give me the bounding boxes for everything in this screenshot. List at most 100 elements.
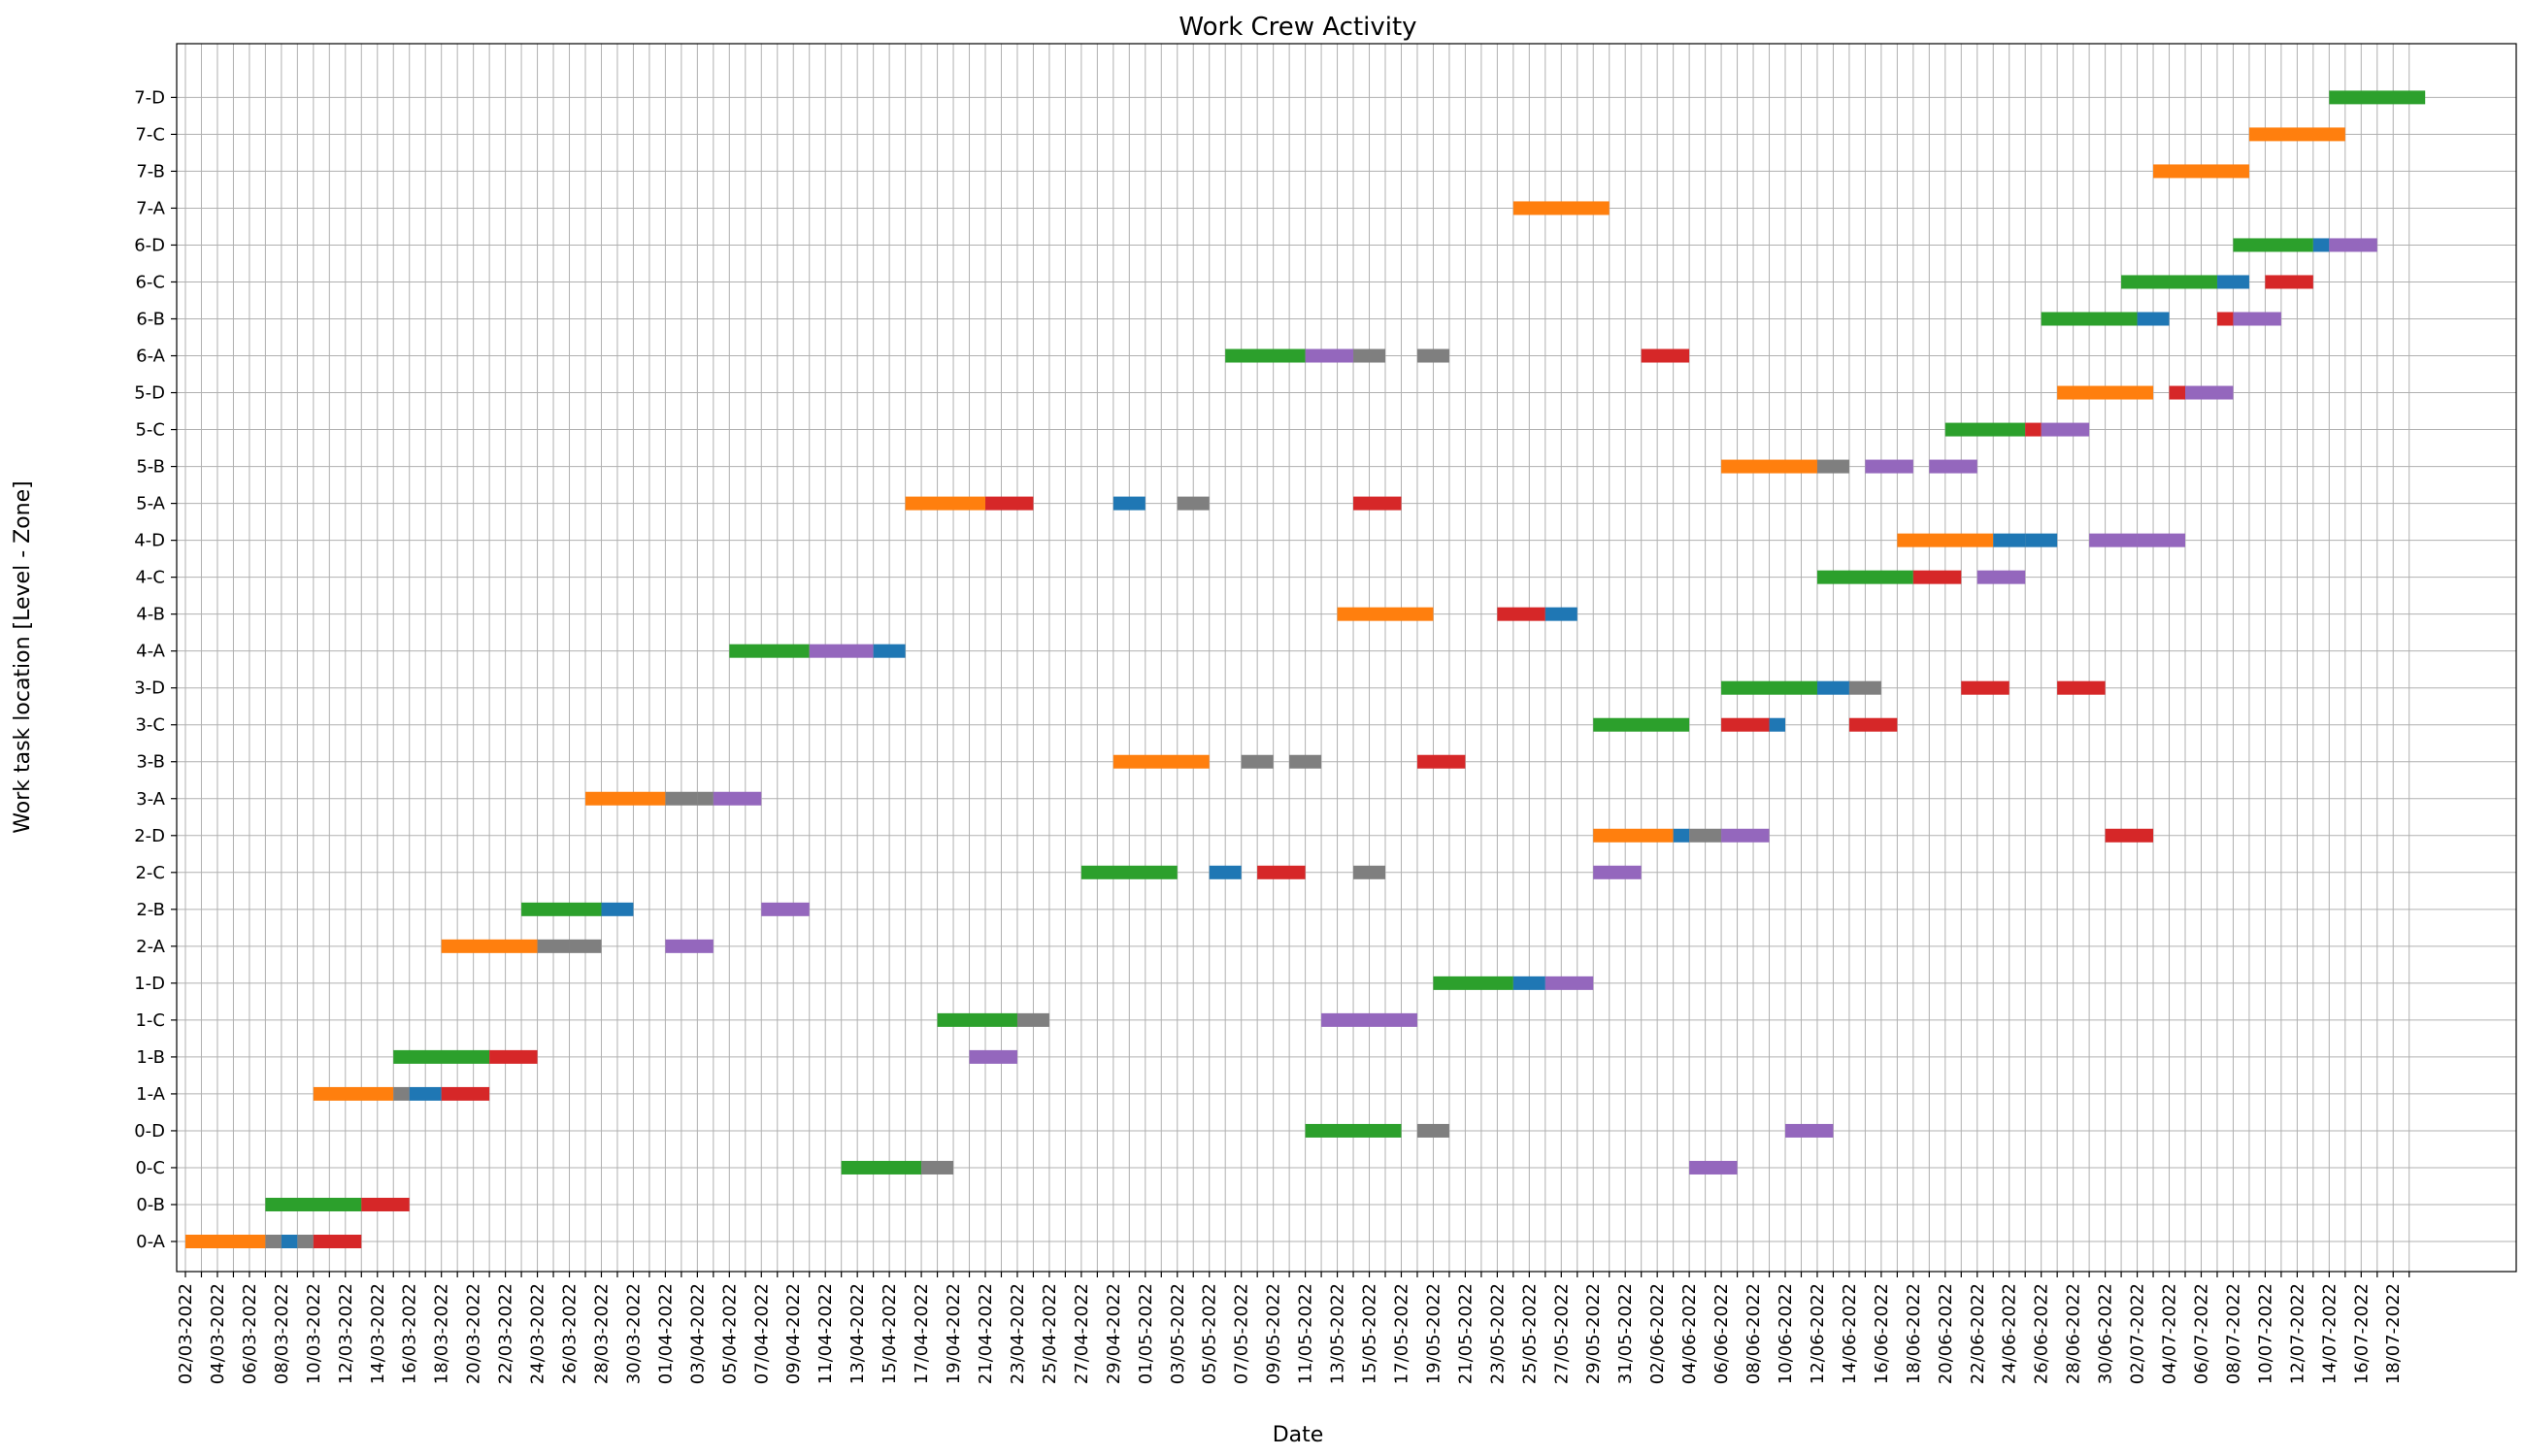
task-bar-red: [1257, 865, 1306, 879]
x-tick-label: 23/04-2022: [1008, 1283, 1028, 1384]
task-bar-red: [2057, 680, 2106, 695]
task-bar-purple: [1721, 828, 1770, 843]
task-bar-orange: [313, 1086, 394, 1101]
task-bar-purple: [1929, 459, 1977, 474]
y-tick-label: 0-B: [136, 1195, 165, 1215]
x-tick-label: 12/06-2022: [1808, 1283, 1828, 1384]
x-tick-label: 15/04-2022: [880, 1283, 900, 1384]
x-tick-label: 02/07-2022: [2128, 1283, 2148, 1384]
y-tick-label: 7-B: [136, 161, 165, 182]
x-tick-label: 16/06-2022: [1872, 1283, 1892, 1384]
x-tick-label: 04/06-2022: [1679, 1283, 1700, 1384]
y-tick-label: 3-D: [134, 678, 165, 699]
y-tick-label: 7-A: [136, 198, 166, 218]
x-tick-label: 07/04-2022: [751, 1283, 772, 1384]
x-tick-label: 10/03-2022: [304, 1283, 324, 1384]
task-bar-red: [2265, 275, 2313, 289]
task-bar-gray: [1016, 1012, 1049, 1027]
task-bar-orange: [441, 939, 538, 953]
task-bar-purple: [1689, 1160, 1738, 1175]
task-bar-orange: [585, 791, 666, 806]
task-bar-orange: [1512, 201, 1610, 215]
x-tick-label: 10/07-2022: [2255, 1283, 2275, 1384]
task-bar-orange: [2057, 385, 2154, 400]
x-tick-label: 01/05-2022: [1136, 1283, 1156, 1384]
task-bar-blue: [409, 1086, 442, 1101]
x-tick-label: 28/03-2022: [591, 1283, 612, 1384]
task-bar-green: [937, 1012, 1017, 1027]
task-bar-gray: [665, 791, 698, 806]
task-bar-gray: [1416, 1123, 1449, 1138]
task-bar-gray: [1689, 828, 1722, 843]
x-tick-label: 10/06-2022: [1776, 1283, 1796, 1384]
task-bar-blue: [1816, 680, 1849, 695]
y-tick-label: 2-D: [134, 826, 165, 846]
x-tick-label: 12/07-2022: [2287, 1283, 2308, 1384]
task-bar-red: [1416, 754, 1466, 769]
x-tick-label: 07/05-2022: [1232, 1283, 1252, 1384]
task-bar-purple: [761, 902, 810, 916]
task-bar-red: [361, 1197, 410, 1211]
y-tick-label: 5-C: [135, 420, 165, 441]
task-bar-purple: [1369, 1012, 1417, 1027]
task-bar-red: [1912, 570, 1962, 584]
x-tick-label: 24/03-2022: [528, 1283, 548, 1384]
task-bar-blue: [2312, 238, 2330, 252]
task-bar-green: [1080, 865, 1178, 879]
task-bar-green: [1721, 680, 1817, 695]
x-tick-label: 31/05-2022: [1615, 1283, 1636, 1384]
x-tick-label: 20/03-2022: [464, 1283, 484, 1384]
y-tick-label: 3-A: [136, 789, 166, 810]
task-bar-purple: [1865, 459, 1913, 474]
task-bar-green: [729, 644, 810, 658]
x-tick-label: 08/03-2022: [272, 1283, 292, 1384]
y-tick-label: 3-B: [136, 752, 165, 773]
task-bar-gray: [1289, 754, 1322, 769]
y-tick-label: 0-D: [134, 1121, 165, 1142]
x-tick-label: 24/06-2022: [2000, 1283, 2020, 1384]
task-bar-green: [2041, 312, 2138, 326]
task-bar-gray: [569, 939, 602, 953]
x-tick-label: 14/06-2022: [1840, 1283, 1860, 1384]
y-axis-label: Work task location [Level - Zone]: [11, 480, 35, 833]
x-tick-label: 30/03-2022: [623, 1283, 644, 1384]
x-tick-label: 05/04-2022: [719, 1283, 740, 1384]
x-tick-label: 11/05-2022: [1296, 1283, 1316, 1384]
x-tick-label: 20/06-2022: [1936, 1283, 1956, 1384]
task-bar-red: [441, 1086, 490, 1101]
x-tick-label: 03/05-2022: [1168, 1283, 1188, 1384]
task-bar-blue: [2216, 275, 2249, 289]
task-bar-red: [1497, 607, 1545, 621]
task-bar-gray: [1816, 459, 1849, 474]
task-bar-red: [2216, 312, 2234, 326]
x-tick-label: 12/03-2022: [336, 1283, 356, 1384]
x-tick-label: 09/04-2022: [783, 1283, 804, 1384]
task-bar-gray: [921, 1160, 954, 1175]
x-tick-label: 22/03-2022: [496, 1283, 516, 1384]
grid-layer: [177, 44, 2516, 1272]
x-tick-label: 18/03-2022: [432, 1283, 452, 1384]
task-bar-blue: [1544, 607, 1578, 621]
x-tick-label: 16/07-2022: [2351, 1283, 2372, 1384]
task-bar-purple: [809, 644, 874, 658]
y-tick-label: 7-D: [134, 87, 165, 108]
task-bar-orange: [1593, 828, 1674, 843]
task-bar-gray: [1353, 348, 1385, 363]
task-bar-green: [1305, 1123, 1402, 1138]
x-tick-label: 26/03-2022: [560, 1283, 581, 1384]
y-tick-label: 2-A: [136, 937, 166, 957]
task-bar-blue: [1673, 828, 1690, 843]
task-bar-gray: [1848, 680, 1881, 695]
x-tick-label: 14/07-2022: [2319, 1283, 2340, 1384]
y-tick-label: 6-A: [136, 347, 166, 367]
task-bar-gray: [265, 1235, 282, 1248]
task-bar-green: [1593, 717, 1690, 732]
task-bar-orange: [1337, 607, 1434, 621]
y-tick-label: 5-B: [136, 457, 165, 478]
x-tick-label: 27/05-2022: [1551, 1283, 1572, 1384]
y-tick-label: 6-C: [135, 272, 165, 292]
task-bar-purple: [1976, 570, 2026, 584]
x-tick-label: 26/06-2022: [2032, 1283, 2052, 1384]
x-tick-label: 11/04-2022: [815, 1283, 836, 1384]
